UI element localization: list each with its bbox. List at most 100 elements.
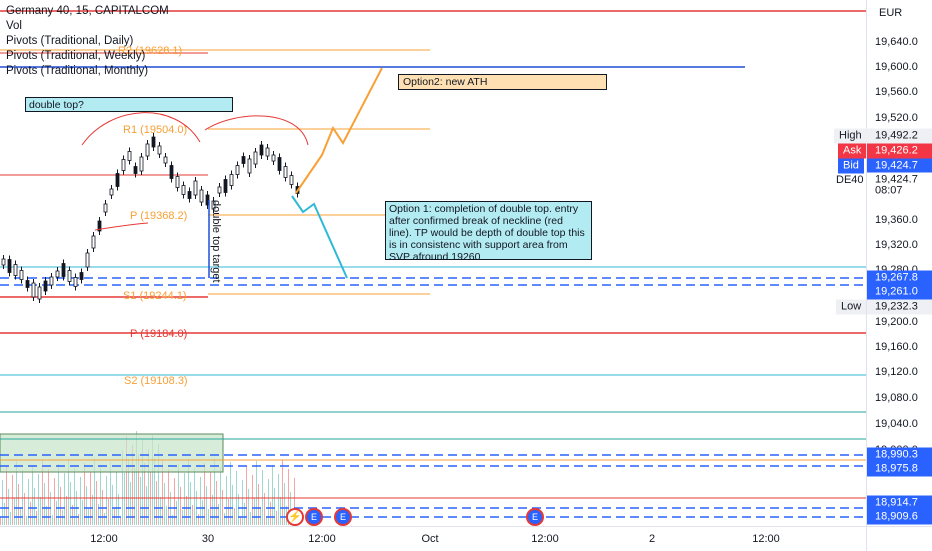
volume-bar [192, 505, 193, 525]
volume-bar [204, 463, 205, 525]
volume-bar [172, 515, 173, 525]
volume-bar [74, 468, 75, 525]
volume-bar [258, 484, 259, 525]
candle-body [85, 252, 90, 268]
volume-bar [112, 485, 113, 525]
indicator-pivots-monthly[interactable]: Pivots (Traditional, Monthly) [6, 65, 149, 77]
price-tick: 19,560.0 [875, 86, 918, 98]
volume-bar [294, 478, 295, 525]
volume-bar [152, 435, 153, 525]
volume-bar [44, 483, 45, 525]
volume-bar [92, 495, 93, 525]
candle-body [103, 203, 108, 213]
option1-note[interactable]: Option 1: completion of double top. entr… [385, 201, 592, 263]
volume-bar [66, 496, 67, 525]
time-label: Oct [421, 533, 439, 545]
symbol-tag: DE40 [836, 174, 864, 186]
time-label: 12:00 [531, 533, 559, 545]
economic-event-icon[interactable]: E [305, 508, 323, 526]
low-tag: Low [836, 299, 867, 315]
price-axis[interactable]: EUR 19,640.0 19,600.0 19,560.0 19,520.0 … [866, 0, 932, 526]
volume-bar [264, 493, 265, 525]
candle-body [241, 156, 246, 164]
level-label-18990: 18,990.3 [867, 447, 932, 463]
candle-body [289, 175, 294, 185]
volume-bar [218, 504, 219, 525]
candle-body [277, 157, 282, 171]
volume-bar [232, 485, 233, 525]
ask-value-label: 19,426.2 [867, 143, 932, 159]
candle-body [139, 156, 144, 172]
volume-bar [118, 494, 119, 525]
chart-canvas[interactable]: R2 (19628.1) R1 (19504.0) P (19368.2) S1… [0, 0, 866, 526]
chart-area[interactable]: R2 (19628.1) R1 (19504.0) P (19368.2) S1… [0, 0, 866, 526]
economic-event-icon[interactable]: E [526, 508, 544, 526]
pivot-label-s1: S1 (19244.1) [123, 290, 187, 302]
price-tick: 19,640.0 [875, 36, 918, 48]
volume-bar [60, 487, 61, 525]
indicator-vol[interactable]: Vol [6, 20, 22, 32]
candle-body [97, 220, 102, 232]
volume-bar [270, 502, 271, 525]
volume-bar [220, 467, 221, 525]
pivot-label-r2: R2 (19628.1) [118, 45, 182, 57]
volume-bar [124, 473, 125, 525]
candle-body [115, 173, 120, 187]
volume-bar [226, 476, 227, 525]
price-axis-currency[interactable]: EUR [879, 7, 903, 19]
option1-projection [291, 195, 348, 279]
time-label: 12:00 [90, 533, 118, 545]
indicator-pivots-weekly[interactable]: Pivots (Traditional, Weekly) [6, 50, 146, 62]
volume-bar [108, 499, 109, 525]
low-value-label: 19,232.3 [867, 299, 932, 315]
pivot-label-p-daily: P (19368.2) [130, 210, 187, 222]
candle-body [19, 270, 24, 280]
level-label-19267: 19,267.8 [867, 270, 932, 286]
candle-body [199, 189, 204, 203]
volume-bar [230, 462, 231, 525]
volume-bar [254, 498, 255, 525]
volume-bar [12, 475, 13, 525]
volume-bar [106, 476, 107, 525]
volume-bar [46, 506, 47, 525]
price-tick: 19,080.0 [875, 392, 918, 404]
axis-corner [866, 526, 932, 551]
option2-note[interactable]: Option2: new ATH [398, 74, 607, 90]
candle-body [79, 272, 84, 280]
volume-bar [154, 458, 155, 525]
price-tick: 19,600.0 [875, 61, 918, 73]
volume-bar [56, 501, 57, 525]
volume-bar [120, 517, 121, 525]
candle-body [55, 270, 60, 278]
volume-bar [198, 514, 199, 525]
volume-bar [272, 465, 273, 525]
symbol-title[interactable]: Germany 40, 15, CAPITALCOM [6, 5, 169, 17]
candle-body [133, 166, 138, 174]
volume-bar [4, 503, 5, 525]
dividend-event-icon[interactable]: ⚡ [286, 508, 304, 526]
volume-bar [10, 512, 11, 525]
double-top-note[interactable]: double top? [25, 97, 233, 112]
time-axis[interactable]: 12:00 30 12:00 Oct 12:00 2 12:00 [0, 526, 866, 551]
candle-body [169, 165, 174, 179]
economic-event-icon[interactable]: E [334, 508, 352, 526]
price-tick: 19,520.0 [875, 112, 918, 124]
candle-body [175, 176, 180, 188]
volume-bar [144, 463, 145, 525]
level-label-18909: 18,909.6 [867, 509, 932, 525]
volume-bar [260, 507, 261, 525]
volume-bar [238, 494, 239, 525]
volume-bar [176, 501, 177, 525]
volume-bar [138, 454, 139, 525]
price-tick: 19,160.0 [875, 341, 918, 353]
volume-bar [128, 459, 129, 525]
candle-body [223, 179, 228, 193]
candlestick-series [1, 133, 300, 303]
indicator-pivots-daily[interactable]: Pivots (Traditional, Daily) [6, 35, 134, 47]
volume-bar [278, 474, 279, 525]
volume-bar [58, 464, 59, 525]
volume-bar [242, 480, 243, 525]
volume-bar [186, 496, 187, 525]
volume-bar [134, 468, 135, 525]
chart-legend: Germany 40, 15, CAPITALCOM Vol Pivots (T… [6, 4, 169, 79]
